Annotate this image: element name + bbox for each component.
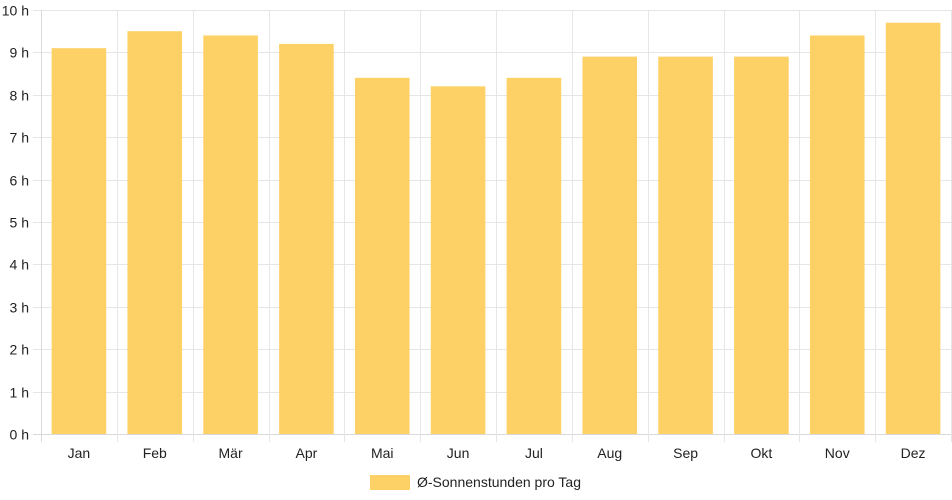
y-tick-label: 9 h <box>10 45 29 61</box>
bar-okt[interactable] <box>734 56 789 434</box>
y-tick-label: 4 h <box>10 257 29 273</box>
bar-layer <box>51 22 941 435</box>
x-tick-label: Jun <box>447 445 470 461</box>
x-tick-label: Mär <box>219 445 243 461</box>
y-tick-label: 7 h <box>10 130 29 146</box>
x-tick-label: Aug <box>597 445 622 461</box>
legend[interactable]: Ø-Sonnenstunden pro Tag <box>370 474 581 490</box>
bar-aug[interactable] <box>582 56 638 434</box>
y-tick-label: 8 h <box>10 88 29 104</box>
bar-mai[interactable] <box>354 77 410 434</box>
bar-dez[interactable] <box>885 22 941 434</box>
bar-mär[interactable] <box>203 35 258 434</box>
y-tick-label: 10 h <box>2 3 29 19</box>
bar-apr[interactable] <box>279 43 334 435</box>
axis-layer: 0 h 1 h 2 h 3 h 4 h 5 h 6 h 7 h 8 h 9 h 10 h Jan Feb… <box>2 3 926 462</box>
bar-feb[interactable] <box>127 31 183 434</box>
bar-sep[interactable] <box>658 56 713 434</box>
y-tick-label: 2 h <box>10 342 29 358</box>
x-tick-label: Okt <box>751 445 773 461</box>
x-tick-label: Mai <box>371 445 394 461</box>
y-tick-label: 6 h <box>10 173 29 189</box>
bar-jul[interactable] <box>506 77 562 434</box>
y-tick-label: 5 h <box>10 215 29 231</box>
legend-label[interactable]: Ø-Sonnenstunden pro Tag <box>417 474 581 490</box>
grid-layer <box>33 10 952 442</box>
legend-swatch[interactable] <box>370 475 410 490</box>
y-tick-label: 3 h <box>10 300 29 316</box>
x-tick-label: Jul <box>525 445 543 461</box>
x-tick-label: Sep <box>673 445 698 461</box>
x-tick-label: Apr <box>296 445 318 461</box>
x-tick-label: Jan <box>68 445 91 461</box>
x-tick-label: Dez <box>901 445 926 461</box>
x-tick-label: Nov <box>825 445 850 461</box>
bar-nov[interactable] <box>809 35 865 434</box>
y-tick-label: 0 h <box>10 427 29 443</box>
y-tick-label: 1 h <box>10 385 29 401</box>
bar-jun[interactable] <box>430 86 486 434</box>
x-tick-label: Feb <box>143 445 167 461</box>
bar-jan[interactable] <box>51 48 107 434</box>
